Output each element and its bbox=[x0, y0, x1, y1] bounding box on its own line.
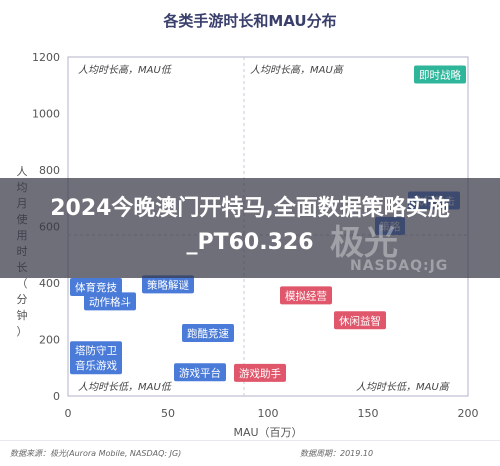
data-point bbox=[234, 363, 286, 382]
y-axis-label-char: 钟 bbox=[17, 308, 28, 322]
data-point-label: 即时战略 bbox=[419, 69, 461, 82]
x-tick-label: 200 bbox=[458, 407, 479, 420]
y-axis-label-char: （ bbox=[17, 277, 28, 290]
data-point bbox=[70, 277, 122, 296]
footer-bar bbox=[0, 440, 500, 466]
data-point bbox=[414, 65, 466, 84]
watermark-text: NASDAQ:JG bbox=[350, 258, 449, 274]
y-tick-label: 400 bbox=[39, 277, 60, 290]
quadrant-label: 人均时长高，MAU高 bbox=[250, 64, 345, 76]
data-point-label: 跑酷竞速 bbox=[187, 327, 229, 340]
data-point-label: 策略解谜 bbox=[147, 278, 189, 291]
data-point bbox=[174, 363, 226, 382]
data-point bbox=[142, 275, 194, 294]
data-point bbox=[280, 286, 332, 305]
chart-title: 各类手游时长和MAU分布 bbox=[163, 12, 337, 30]
y-tick-label: 0 bbox=[53, 390, 60, 403]
x-axis-label: MAU（百万） bbox=[233, 426, 302, 439]
data-point bbox=[84, 292, 136, 311]
data-point-label: 音乐游戏 bbox=[75, 359, 117, 372]
quadrant-label: 人均时长低，MAU高 bbox=[356, 381, 451, 393]
x-tick-label: 150 bbox=[358, 407, 379, 420]
data-point bbox=[334, 311, 386, 330]
x-tick-label: 100 bbox=[258, 407, 279, 420]
headline-text[interactable]: 2024今晚澳门开特马,全面数据策略实施_PT60.326 bbox=[50, 196, 450, 255]
quadrant-label: 人均时长低，MAU低 bbox=[78, 381, 173, 393]
data-point bbox=[70, 341, 122, 360]
y-axis-label-char: 人 bbox=[17, 165, 28, 178]
x-tick-label: 0 bbox=[65, 407, 72, 420]
quadrant-label: 人均时长高，MAU低 bbox=[78, 64, 173, 76]
x-tick-label: 50 bbox=[161, 407, 175, 420]
headline-banner bbox=[0, 178, 500, 278]
data-point-label: 动作格斗 bbox=[89, 295, 131, 308]
y-tick-label: 1000 bbox=[32, 108, 60, 121]
data-point-label: 游戏平台 bbox=[179, 366, 221, 379]
data-point-label: 游戏助手 bbox=[239, 367, 281, 380]
footer-source: 数据来源：极光(Aurora Mobile, NASDAQ: JG) bbox=[10, 449, 182, 458]
data-point-label: 休闲益智 bbox=[339, 314, 381, 327]
y-tick-label: 200 bbox=[39, 334, 60, 347]
y-axis-label-char: 分 bbox=[17, 293, 28, 306]
data-point bbox=[182, 324, 234, 343]
watermark-cn: 极光 bbox=[330, 223, 398, 263]
data-point-label: 塔防守卫 bbox=[75, 344, 117, 357]
y-tick-label: 1200 bbox=[32, 51, 60, 64]
data-point bbox=[70, 356, 122, 375]
data-point-label: 模拟经营 bbox=[285, 289, 327, 302]
y-tick-label: 800 bbox=[39, 164, 60, 177]
data-point-label: 体育竞技 bbox=[75, 281, 117, 294]
footer-date: 数据周期：2019.10 bbox=[300, 449, 374, 458]
y-axis-label-char: ） bbox=[17, 325, 28, 338]
